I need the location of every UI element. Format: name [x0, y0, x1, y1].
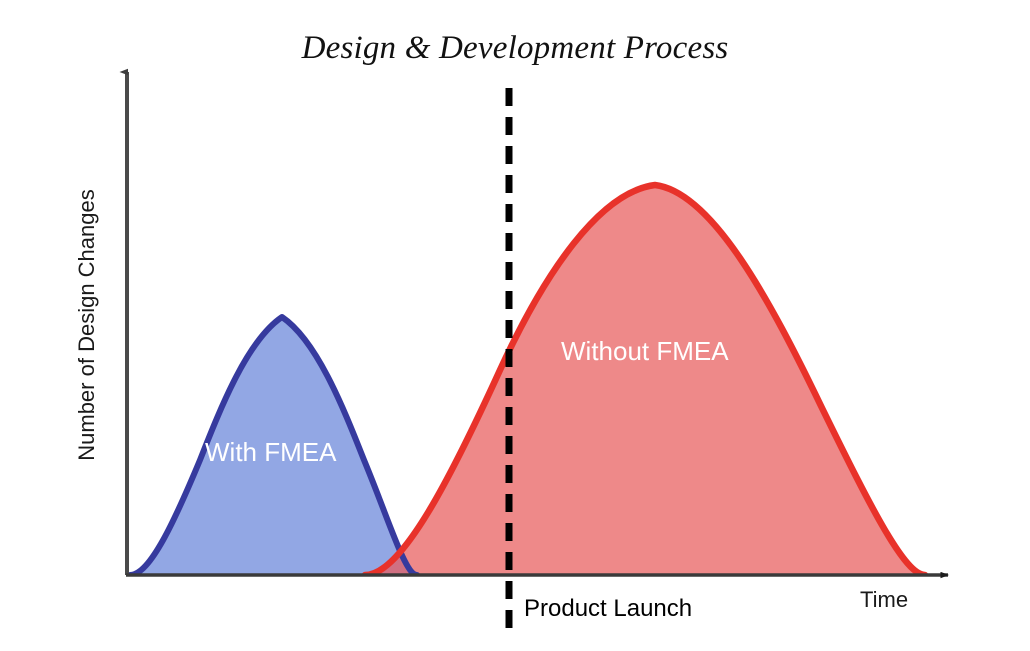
y-axis-label: Number of Design Changes — [74, 189, 99, 461]
x-axis-label: Time — [860, 587, 909, 612]
series-with-fmea-outline — [127, 314, 420, 576]
series-with-fmea-area — [130, 317, 417, 575]
series-without-fmea — [365, 185, 925, 575]
series-with-fmea — [130, 317, 417, 575]
product-launch-label: Product Launch — [524, 595, 693, 622]
series-without-fmea-area — [365, 185, 925, 575]
series-label-without-fmea: Without FMEA — [561, 336, 729, 366]
chart-title: Design & Development Process — [301, 30, 729, 66]
series-label-with-fmea: With FMEA — [205, 437, 337, 467]
series-without-fmea-outline — [361, 181, 929, 576]
